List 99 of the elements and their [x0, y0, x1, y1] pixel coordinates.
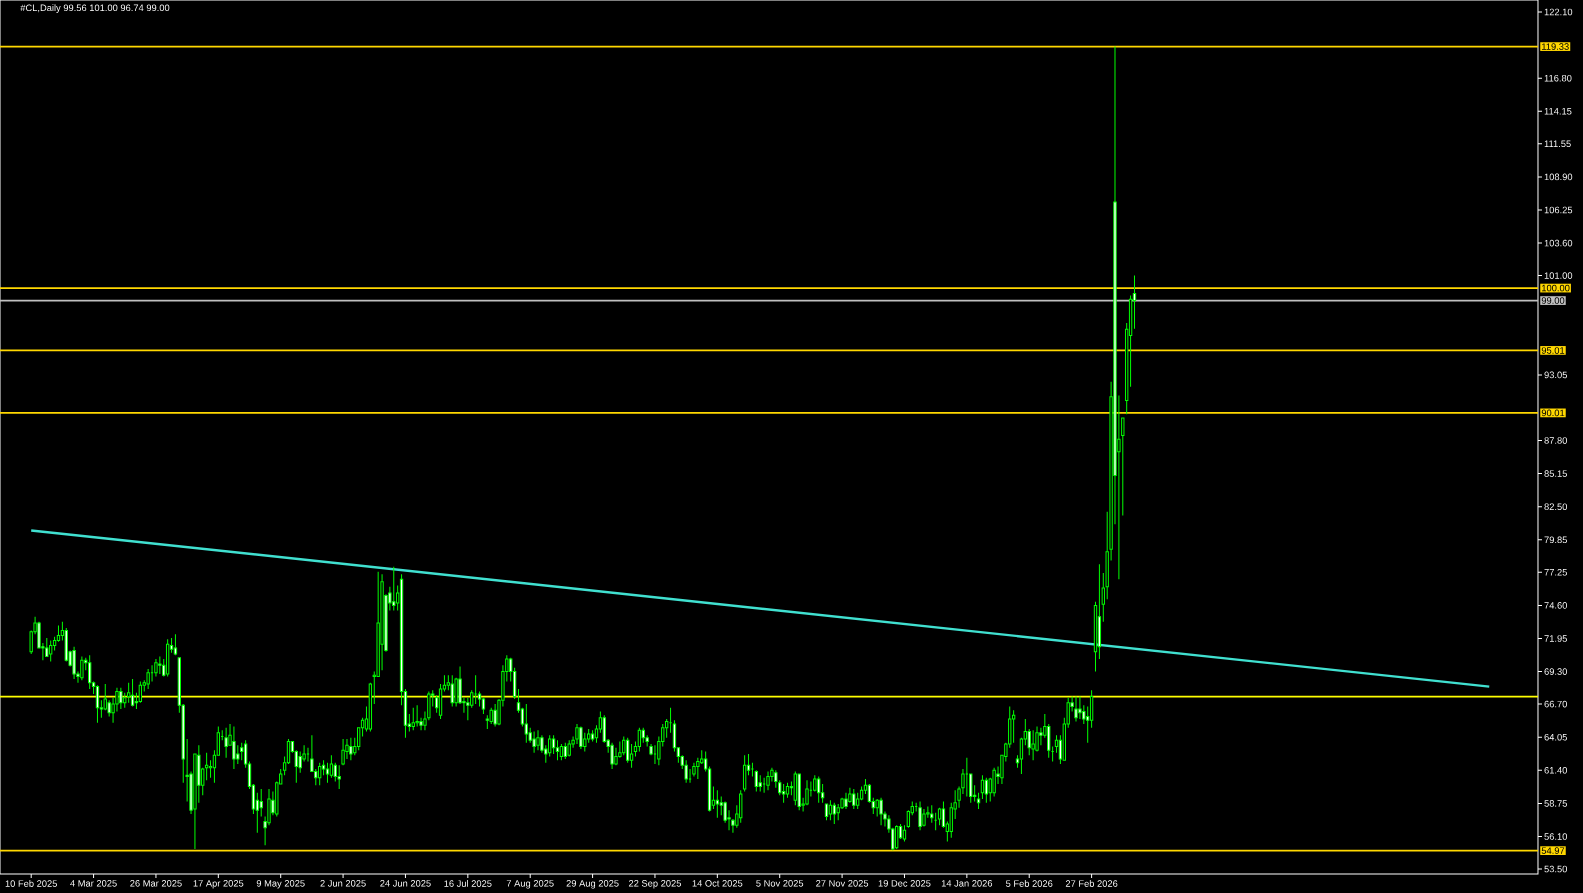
- y-tick-label: 69.30: [1544, 668, 1568, 675]
- candlestick: [473, 674, 478, 705]
- candlestick: [551, 734, 556, 755]
- candlestick: [758, 774, 762, 793]
- candlestick: [119, 687, 123, 710]
- x-tick-label: 27 Nov 2025: [816, 880, 869, 887]
- y-tick-label: 101.00: [1544, 272, 1573, 279]
- candlestick: [742, 754, 747, 793]
- y-tick-label: 64.05: [1544, 733, 1567, 741]
- candlestick: [45, 637, 49, 658]
- candlestick: [415, 704, 419, 728]
- x-tick-label: 17 Apr 2025: [193, 880, 244, 889]
- candlestick: [1031, 729, 1035, 761]
- candlestick: [918, 801, 922, 831]
- y-tick-label: 77.25: [1544, 569, 1567, 576]
- candlestick: [817, 776, 821, 804]
- candlestick: [548, 734, 552, 758]
- x-tick-label: 10 Feb 2025: [5, 880, 57, 887]
- x-tick-label: 5 Feb 2026: [1005, 880, 1053, 887]
- y-tick-label: 58.75: [1544, 800, 1567, 807]
- x-tick-label: 26 Mar 2025: [130, 880, 182, 887]
- candlestick: [1093, 601, 1098, 673]
- candlestick: [895, 824, 899, 850]
- candlestick: [450, 674, 454, 708]
- y-tick-label: 87.80: [1544, 437, 1568, 444]
- candlestick: [629, 743, 634, 769]
- y-tick-label: 53.50: [1544, 865, 1568, 873]
- candlestick: [1078, 696, 1082, 720]
- y-tick-label: 71.95: [1544, 635, 1567, 642]
- candlestick: [532, 731, 536, 754]
- y-tick-label: 93.05: [1544, 371, 1567, 379]
- candlestick: [879, 797, 883, 826]
- candlestick: [95, 684, 100, 724]
- candlestick: [1089, 689, 1094, 729]
- y-tick-label: 103.60: [1544, 239, 1573, 247]
- candlestick: [154, 658, 158, 678]
- ref-line-label: 95.01: [1541, 347, 1565, 354]
- y-tick-label: 111.55: [1544, 140, 1571, 148]
- y-tick-label: 85.15: [1544, 470, 1567, 477]
- y-tick-label: 56.10: [1544, 833, 1568, 840]
- y-tick-label: 108.90: [1544, 173, 1573, 181]
- candlestick: [259, 788, 263, 818]
- candlestick: [949, 802, 953, 839]
- x-tick-label: 4 Mar 2025: [70, 880, 117, 887]
- y-tick-label: 82.50: [1544, 503, 1568, 510]
- candlestick: [318, 762, 322, 786]
- x-tick-label: 5 Nov 2025: [756, 880, 804, 887]
- candlestick: [72, 646, 76, 680]
- x-tick-label: 14 Oct 2025: [692, 880, 743, 887]
- candlestick: [602, 714, 606, 744]
- candlestick: [126, 682, 131, 704]
- y-tick-label: 79.85: [1544, 536, 1567, 544]
- candlestick: [493, 703, 497, 728]
- candlestick: [485, 714, 489, 730]
- ref-line-label: 100.00: [1542, 284, 1570, 292]
- candlestick: [392, 566, 396, 611]
- candlestick: [49, 639, 53, 663]
- x-tick-label: 19 Dec 2025: [878, 880, 931, 887]
- candlestick: [976, 792, 981, 810]
- x-tick-label: 22 Sep 2025: [628, 880, 682, 889]
- x-tick-label: 7 Aug 2025: [506, 880, 554, 889]
- candlestick: [224, 727, 228, 759]
- candlestick: [575, 723, 579, 745]
- candlestick: [969, 773, 973, 804]
- candlestick: [626, 737, 630, 764]
- y-tick-label: 61.40: [1544, 767, 1568, 774]
- y-tick-label: 66.70: [1544, 700, 1568, 708]
- ref-line-label: 54.97: [1541, 847, 1565, 854]
- candlestick: [321, 759, 326, 776]
- ref-line-label: 119.33: [1542, 43, 1569, 50]
- ref-line-label: 90.01: [1541, 409, 1565, 417]
- candlestick: [672, 719, 677, 753]
- y-tick-label: 74.60: [1544, 602, 1568, 609]
- candlestick: [232, 726, 236, 770]
- x-tick-label: 27 Feb 2026: [1065, 880, 1118, 887]
- candlestick: [536, 729, 540, 751]
- x-tick-label: 9 May 2025: [256, 880, 305, 889]
- x-tick-label: 29 Aug 2025: [566, 880, 619, 889]
- x-tick-label: 16 Jul 2025: [444, 880, 492, 887]
- ref-line-label: 99.00: [1541, 297, 1565, 304]
- candlestick: [349, 737, 353, 761]
- candlestick: [1047, 723, 1051, 759]
- candlestick: [1097, 563, 1102, 660]
- y-tick-label: 122.10: [1544, 8, 1573, 16]
- chart-title: #CL,Daily 99.56 101.00 96.74 99.00: [20, 4, 170, 13]
- candlestick: [411, 707, 415, 731]
- candlestick: [766, 771, 770, 791]
- y-tick-label: 116.80: [1544, 74, 1572, 82]
- candlestick: [844, 792, 848, 810]
- x-tick-label: 2 Jun 2025: [320, 880, 366, 887]
- y-tick-label: 114.15: [1544, 108, 1572, 115]
- x-tick-label: 14 Jan 2026: [941, 880, 993, 887]
- candlestick: [337, 764, 341, 790]
- candlestick: [1074, 696, 1078, 723]
- x-tick-label: 24 Jun 2025: [380, 880, 431, 887]
- y-tick-label: 106.25: [1544, 206, 1573, 214]
- candlestick: [524, 703, 528, 744]
- candlestick: [1011, 709, 1016, 744]
- candlestick: [130, 678, 135, 708]
